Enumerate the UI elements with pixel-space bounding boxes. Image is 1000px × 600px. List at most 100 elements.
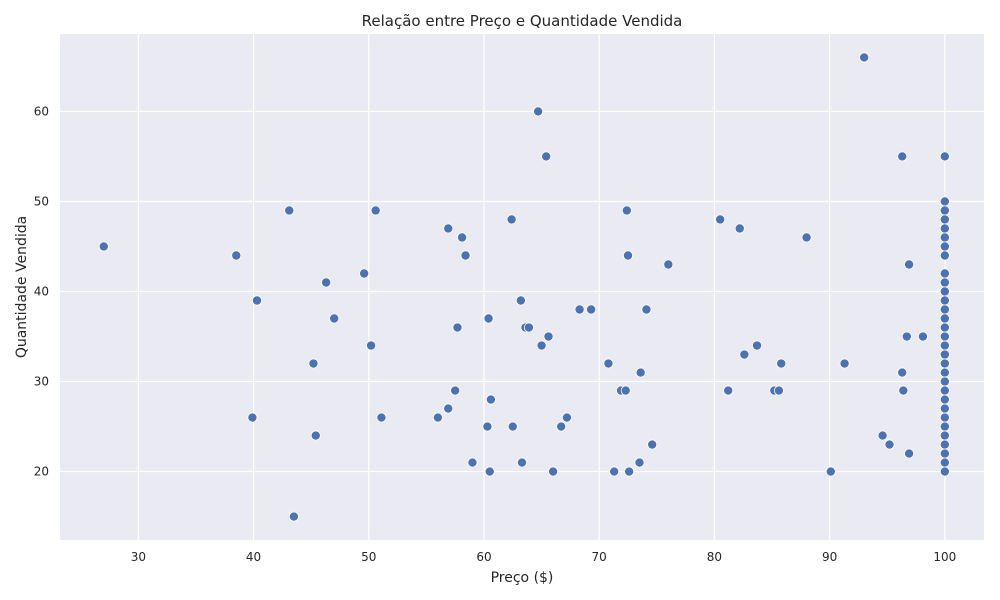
data-point — [452, 322, 463, 333]
data-point — [939, 313, 950, 324]
data-point — [839, 358, 850, 369]
data-point — [939, 340, 950, 351]
data-point — [467, 457, 478, 468]
data-point — [939, 241, 950, 252]
data-point — [939, 358, 950, 369]
x-tick-label: 80 — [707, 550, 722, 564]
data-point — [877, 430, 888, 441]
data-point — [939, 268, 950, 279]
data-point — [904, 259, 915, 270]
data-point — [939, 232, 950, 243]
data-point — [939, 448, 950, 459]
data-point — [723, 385, 734, 396]
data-point — [247, 412, 258, 423]
data-point — [825, 466, 836, 477]
x-tick-label: 30 — [131, 550, 146, 564]
x-tick-labels: 30 40 50 60 70 80 90 100 — [131, 550, 957, 564]
data-point — [443, 403, 454, 414]
data-point — [939, 286, 950, 297]
data-point — [939, 412, 950, 423]
data-point — [98, 241, 109, 252]
data-point — [370, 205, 381, 216]
data-point — [663, 259, 674, 270]
data-point — [939, 349, 950, 360]
data-point — [939, 439, 950, 450]
data-point — [939, 394, 950, 405]
data-point — [432, 412, 443, 423]
data-point — [376, 412, 387, 423]
data-point — [506, 214, 517, 225]
x-tick-label: 90 — [822, 550, 837, 564]
data-point — [366, 340, 377, 351]
data-point — [904, 448, 915, 459]
data-point — [482, 421, 493, 432]
data-point — [533, 106, 544, 117]
data-point — [647, 439, 658, 450]
data-point — [939, 277, 950, 288]
data-point — [359, 268, 370, 279]
y-tick-label: 30 — [34, 375, 49, 389]
data-point — [939, 430, 950, 441]
y-tick-label: 40 — [34, 285, 49, 299]
x-tick-label: 60 — [476, 550, 491, 564]
data-point — [586, 304, 597, 315]
data-point — [252, 295, 263, 306]
data-point — [897, 151, 908, 162]
data-point — [939, 151, 950, 162]
data-point — [543, 331, 554, 342]
data-point — [939, 304, 950, 315]
x-tick-label: 100 — [933, 550, 956, 564]
grid-lines — [60, 34, 984, 540]
y-tick-labels: 20 30 40 50 60 — [34, 104, 49, 478]
data-point — [939, 322, 950, 333]
data-point — [574, 304, 585, 315]
data-point — [939, 367, 950, 378]
data-point — [541, 151, 552, 162]
data-point — [898, 385, 909, 396]
data-point — [556, 421, 567, 432]
data-point — [939, 466, 950, 477]
data-point — [801, 232, 812, 243]
data-point — [622, 250, 633, 261]
y-tick-label: 50 — [34, 194, 49, 208]
data-point — [517, 457, 528, 468]
x-tick-label: 40 — [246, 550, 261, 564]
data-point — [624, 466, 635, 477]
data-point — [443, 223, 454, 234]
chart-title: Relação entre Preço e Quantidade Vendida — [362, 12, 683, 30]
data-point — [609, 466, 620, 477]
data-point — [897, 367, 908, 378]
y-axis-label: Quantidade Vendida — [14, 216, 30, 358]
data-point — [548, 466, 559, 477]
data-point — [773, 385, 784, 396]
data-point — [939, 403, 950, 414]
data-point — [939, 457, 950, 468]
data-point — [536, 340, 547, 351]
data-point — [939, 331, 950, 342]
data-point — [523, 322, 534, 333]
data-point — [734, 223, 745, 234]
data-point — [507, 421, 518, 432]
data-point — [884, 439, 895, 450]
data-point — [483, 313, 494, 324]
data-point — [641, 304, 652, 315]
data-point — [460, 250, 471, 261]
data-point — [939, 250, 950, 261]
data-point — [634, 457, 645, 468]
data-point — [635, 367, 646, 378]
data-point — [939, 214, 950, 225]
x-tick-label: 70 — [592, 550, 607, 564]
data-point — [620, 385, 631, 396]
data-point — [621, 205, 632, 216]
data-point — [603, 358, 614, 369]
data-point — [310, 430, 321, 441]
data-point — [561, 412, 572, 423]
data-point — [859, 52, 870, 63]
data-point — [485, 394, 496, 405]
data-point — [939, 223, 950, 234]
x-tick-label: 50 — [361, 550, 376, 564]
y-tick-label: 60 — [34, 104, 49, 118]
data-point — [939, 376, 950, 387]
data-point — [284, 205, 295, 216]
